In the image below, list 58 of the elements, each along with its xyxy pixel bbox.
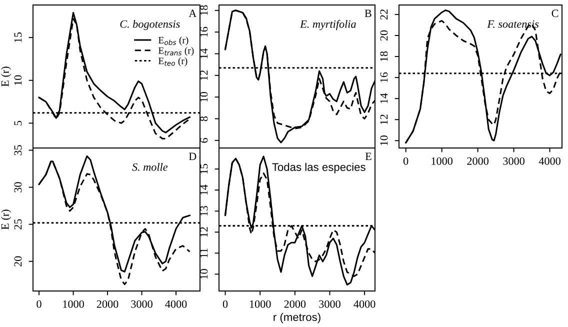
x-tick-label: 2000 (96, 300, 118, 308)
annotation: Todas las especies (272, 162, 366, 174)
y-tick-label: 22 (380, 10, 388, 20)
annotation: E (365, 152, 372, 160)
y-tick-label: 13 (200, 206, 208, 216)
x-tick-label: 3000 (131, 300, 152, 308)
y-tick-label: 10 (380, 136, 388, 146)
x-tick-label: 4000 (538, 157, 560, 165)
annotation: C (552, 10, 558, 18)
y-axis-title: E (r) (1, 66, 12, 87)
legend-label: E$_{obs}$ (r) (158, 36, 188, 46)
y-tick-label: 14 (200, 184, 208, 195)
y-tick-label: 12 (380, 114, 388, 124)
y-tick-label: 16 (200, 26, 208, 37)
x-tick-label: 1000 (432, 157, 453, 165)
y-tick-label: 12 (200, 70, 208, 80)
x-tick-label: 4000 (354, 300, 376, 308)
y-tick-label: 14 (380, 93, 388, 104)
x-tick-label: 0 (403, 157, 408, 165)
x-tick-label: 1000 (250, 300, 271, 308)
y-tick-label: 15 (14, 32, 22, 42)
annotation: A (188, 10, 197, 17)
annotation: B (364, 10, 372, 18)
y-tick-label: 12 (200, 227, 208, 237)
y-tick-label: 18 (380, 51, 388, 62)
y-axis-title: E (r) (1, 210, 12, 230)
x-tick-label: 0 (222, 300, 228, 308)
x-tick-label: 0 (36, 300, 42, 308)
x-tick-label: 1000 (63, 300, 84, 308)
annotation: D (188, 152, 196, 160)
y-tick-label: 16 (380, 72, 388, 82)
x-tick-label: 3000 (319, 300, 340, 308)
x-tick-label: 2000 (467, 157, 488, 165)
y-tick-label: 8 (200, 116, 208, 122)
y-tick-label: 10 (200, 92, 208, 102)
x-axis-title: r (metros) (274, 312, 320, 324)
legend-label: E$_{trans}$ (r) (158, 46, 194, 56)
annotation: F. soatensis (487, 20, 539, 28)
x-tick-label: 3000 (503, 157, 524, 165)
legend-label: E$_{teo}$ (r) (158, 57, 188, 66)
y-tick-label: 5 (14, 120, 22, 126)
y-tick-label: 10 (200, 269, 208, 279)
y-tick-label: 18 (200, 5, 208, 15)
annotation: C. bogotensis (120, 20, 180, 30)
x-tick-label: 4000 (165, 300, 187, 308)
y-tick-label: 11 (200, 248, 208, 258)
y-tick-label: 30 (14, 182, 22, 192)
annotation: S. molle (132, 162, 168, 171)
y-tick-label: 10 (14, 75, 22, 85)
x-tick-label: 2000 (284, 300, 306, 308)
y-tick-label: 35 (14, 145, 22, 156)
y-tick-label: 25 (14, 219, 22, 230)
y-tick-label: 6 (200, 138, 208, 143)
y-tick-label: 14 (200, 48, 208, 58)
y-tick-label: 15 (200, 164, 208, 174)
annotation: E. myrtifolia (300, 20, 356, 30)
y-tick-label: 20 (380, 30, 388, 41)
y-tick-label: 20 (14, 256, 22, 266)
